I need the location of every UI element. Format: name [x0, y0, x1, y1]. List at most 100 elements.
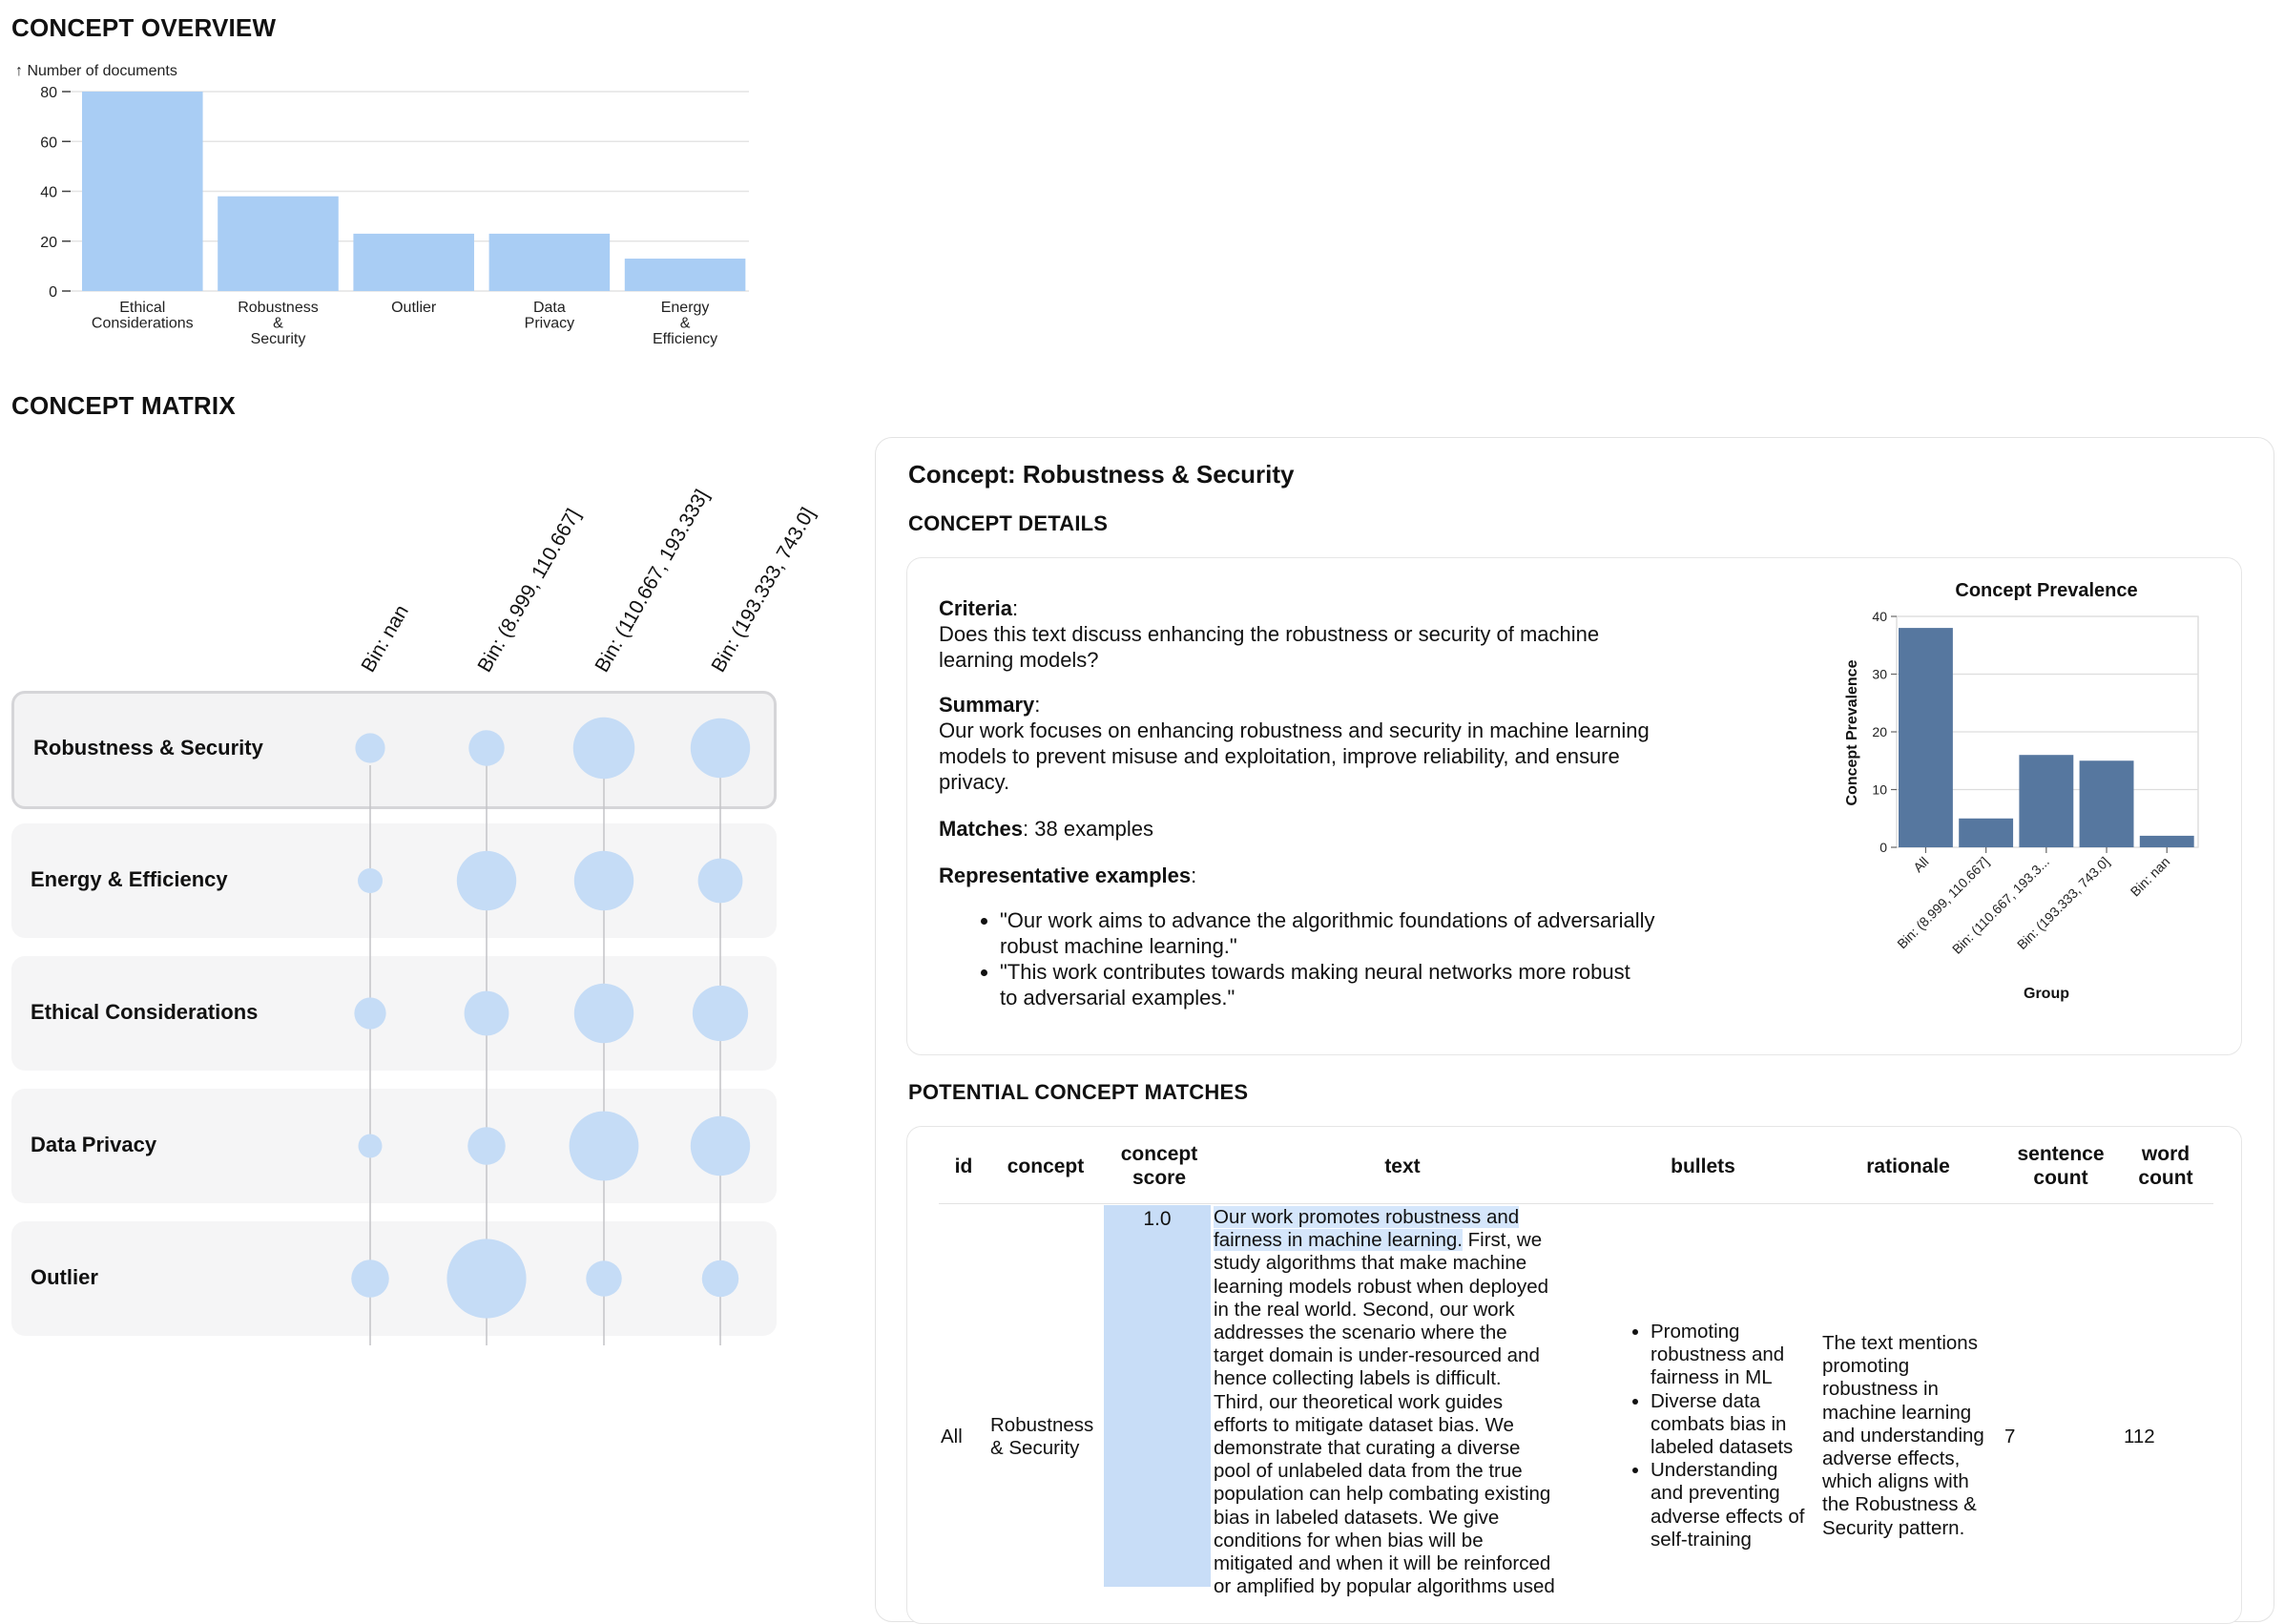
overview-bar[interactable] — [82, 92, 203, 291]
prevalence-y-tick-label: 30 — [1872, 667, 1887, 682]
matrix-column-header[interactable]: Bin: (110.667, 193.333] — [591, 486, 713, 676]
cell-word-count: 112 — [2124, 1426, 2155, 1447]
matrix-bubble[interactable] — [572, 717, 635, 780]
matrix-bubble[interactable] — [697, 858, 743, 904]
overview-x-label: Energy — [661, 300, 710, 316]
concept-details-title: CONCEPT DETAILS — [908, 511, 1109, 535]
matrix-bubble[interactable] — [456, 850, 517, 911]
matrix-bubble[interactable] — [468, 730, 505, 766]
matrix-bubble[interactable] — [586, 1260, 622, 1297]
cell-concept-score: 1.0 — [1143, 1208, 1172, 1230]
overview-y-ticks: 0 20 40 60 80 — [40, 85, 71, 301]
overview-y-tick-label: 0 — [49, 284, 57, 301]
col-header-rationale[interactable]: rationale — [1866, 1156, 1950, 1177]
overview-bars — [82, 92, 746, 291]
matrix-bubble[interactable] — [573, 983, 634, 1044]
overview-x-label: Robustness — [238, 300, 319, 316]
col-header-concept[interactable]: concept — [1007, 1156, 1085, 1177]
summary-line: models to prevent misuse and exploitatio… — [939, 744, 1620, 768]
matrix-bubble[interactable] — [358, 868, 383, 893]
matrix-bubble[interactable] — [464, 990, 509, 1036]
prevalence-title: Concept Prevalence — [1955, 580, 2137, 601]
matrix-bubble[interactable] — [351, 1260, 389, 1298]
matrix-bubble[interactable] — [467, 1127, 506, 1165]
matrix-row[interactable]: Data Privacy — [11, 1089, 777, 1203]
matrix-bubble[interactable] — [701, 1260, 739, 1298]
cell-rationale: The text mentions promoting robustness i… — [1822, 1332, 1984, 1539]
text-line: hence collecting labels is difficult. — [1214, 1367, 1502, 1390]
concept-heading: Concept: Robustness & Security — [908, 460, 1295, 489]
matrix-row-label: Data Privacy — [31, 1133, 157, 1156]
col-header-text[interactable]: text — [1384, 1156, 1421, 1177]
matrix-column-header[interactable]: Bin: (193.333, 743.0] — [707, 504, 819, 676]
matrix-row-label: Robustness & Security — [33, 736, 263, 760]
matrix-column-headers: Bin: nan Bin: (8.999, 110.667] Bin: (110.6… — [357, 486, 819, 676]
col-header-concept-score[interactable]: concept score — [1120, 1143, 1198, 1189]
matrix-bubble[interactable] — [355, 733, 385, 763]
matrix-column-header[interactable]: Bin: (8.999, 110.667] — [473, 505, 585, 676]
col-header-bullets[interactable]: bullets — [1671, 1156, 1735, 1177]
matrix-bubble[interactable] — [446, 1239, 527, 1319]
matrix-bubble[interactable] — [569, 1111, 639, 1181]
prevalence-y-tick-label: 20 — [1872, 724, 1887, 739]
text-line: addresses the scenario where the — [1214, 1322, 1507, 1344]
overview-x-label: Considerations — [92, 316, 194, 332]
text-line: study algorithms that make machine — [1214, 1252, 1527, 1275]
col-header-word-count[interactable]: word count — [2138, 1143, 2193, 1189]
text-line: efforts to mitigate dataset bias. We — [1214, 1413, 1514, 1436]
overview-bar[interactable] — [488, 233, 611, 291]
matrix-row-label: Energy & Efficiency — [31, 867, 228, 891]
matrix-column-header[interactable]: Bin: nan — [357, 601, 412, 676]
prevalence-bar[interactable] — [2079, 760, 2134, 847]
prevalence-bar[interactable] — [1959, 818, 2014, 847]
matrix-row[interactable]: Robustness & Security — [11, 691, 777, 809]
text-line: mitigated and when it will be reinforced — [1214, 1552, 1551, 1575]
prevalence-bar[interactable] — [1899, 628, 1953, 847]
text-line: bias in labeled datasets. We give — [1214, 1506, 1500, 1529]
matrix-row[interactable]: Outlier — [11, 1221, 777, 1336]
prevalence-y-axis-title: Concept Prevalence — [1844, 659, 1860, 805]
overview-y-tick-label: 20 — [40, 235, 57, 251]
representative-label: Representative examples — [939, 864, 1192, 887]
col-header-sentence-count[interactable]: sentence count — [2017, 1143, 2105, 1189]
prevalence-bar[interactable] — [2019, 755, 2074, 847]
matrix-bubble[interactable] — [692, 985, 749, 1042]
overview-x-label: Outlier — [391, 300, 437, 316]
text-highlight: Our work promotes robustness and — [1214, 1206, 1520, 1228]
text-line: pool of unlabeled data from the true — [1214, 1460, 1523, 1483]
text-line: demonstrate that curating a diverse — [1214, 1437, 1521, 1460]
matrix-row[interactable]: Energy & Efficiency — [11, 823, 777, 938]
table-header-divider — [939, 1203, 2213, 1204]
prevalence-bars — [1899, 628, 2194, 847]
col-header-id[interactable]: id — [954, 1156, 973, 1177]
matrix-row[interactable]: Ethical Considerations — [11, 956, 777, 1071]
matrix-bubble[interactable] — [358, 1134, 383, 1158]
overview-x-label: & — [680, 316, 691, 332]
summary-line: Our work focuses on enhancing robustness… — [939, 718, 1650, 742]
overview-x-label: & — [273, 316, 283, 332]
prevalence-bar[interactable] — [2139, 835, 2194, 847]
overview-x-label: Efficiency — [653, 331, 717, 347]
overview-bar[interactable] — [353, 233, 474, 291]
matrix-bubble[interactable] — [690, 718, 751, 779]
overview-x-labels: EthicalConsiderationsRobustness&Security… — [92, 300, 717, 347]
prevalence-y-ticks: 0 10 20 30 40 — [1872, 609, 1897, 855]
matrix-bubble[interactable] — [354, 997, 386, 1030]
text-line: population can help combating existing — [1214, 1483, 1551, 1506]
overview-bar[interactable] — [218, 196, 339, 291]
prevalence-x-label: All — [1910, 854, 1931, 875]
representative-example: "This work contributes towards making ne… — [1000, 959, 1759, 1010]
matrix-title: CONCEPT MATRIX — [11, 391, 236, 420]
cell-sentence-count: 7 — [2004, 1426, 2016, 1447]
criteria-label: Criteria — [939, 596, 1013, 620]
overview-y-tick-label: 60 — [40, 135, 57, 151]
overview-bar[interactable] — [624, 259, 746, 291]
matrix-bubble[interactable] — [573, 850, 634, 911]
matrix-bubble[interactable] — [690, 1115, 751, 1176]
criteria-line: learning models? — [939, 648, 1099, 672]
